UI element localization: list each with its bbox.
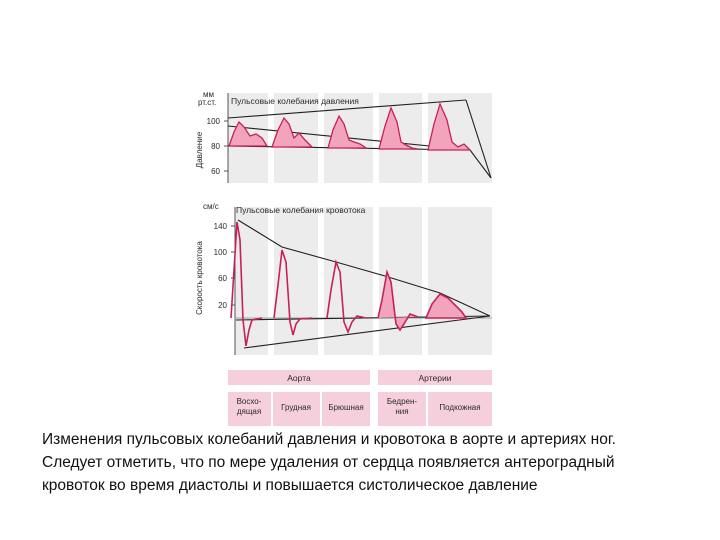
pressure-tick-marks [224,120,228,172]
flow-tick-label-20: 20 [218,301,227,310]
pressure-waveform-abdominal [327,114,369,149]
abdominal-box [322,392,370,426]
pressure-unit-mm: мм [203,90,214,99]
femoral-box [378,392,426,426]
pressure-waveform-subcutaneous [427,102,472,151]
pressure-tick-label-60: 60 [211,167,220,176]
flow-panel-title: Пульсовые колебания кровотока [236,205,366,215]
pressure-panel-title: Пульсовые колебания давления [231,96,359,106]
abdominal-label: Брюшная [328,403,363,412]
aorta-band [228,370,370,385]
flow-panel-stripes [268,207,428,355]
flow-tick-label-140: 140 [214,222,228,231]
ascending-label-line2: дящая [237,407,261,416]
caption-line-3: кровоток во время диастолы и повышается … [42,477,538,494]
pressure-panel: мм рт.ст. Пульсовые колебания давления 1… [195,90,492,183]
subcutaneous-label: Подкожная [439,403,480,412]
arteries-label: Артерии [419,373,452,383]
thoracic-label: Грудная [281,403,311,412]
ascending-box [228,392,271,426]
pressure-unit-mmhg: рт.ст. [198,98,216,107]
pressure-waveform-thoracic [271,116,314,148]
arteries-band [378,370,492,385]
aorta-label: Аорта [287,373,311,383]
subcutaneous-box [428,392,492,426]
pressure-tick-label-80: 80 [211,142,220,151]
flow-axis-label: Скорость кровотока [195,241,204,315]
flow-waveform-abdominal [326,259,367,335]
femoral-label-line2: ния [395,407,408,416]
flow-panel: см/с Пульсовые колебания кровотока 140 1… [195,202,492,355]
flow-waveform-ascending [230,221,263,347]
flow-waveform-femoral [377,269,419,332]
pressure-axis-label: Давление [195,131,204,168]
caption-line-2: Следует отметить, что по мере удаления о… [42,454,615,471]
caption-line-1: Изменения пульсовых колебаний давления и… [42,431,616,448]
flow-waveform-subcutaneous [424,292,468,319]
vessel-label-bands: Аорта Артерии Восхо- дящая Грудная Брюшн… [228,370,492,426]
flow-tick-label-100: 100 [214,248,228,257]
femoral-label-line1: Бедрен- [387,397,418,406]
pressure-waveform-femoral [378,106,419,150]
pressure-panel-background [228,93,492,183]
flow-tick-label-60: 60 [218,274,227,283]
flow-unit: см/с [203,202,219,211]
ascending-label-line1: Восхо- [237,397,262,406]
pressure-tick-label-100: 100 [207,117,221,126]
pressure-panel-stripes [268,93,428,183]
flow-waveform-thoracic [273,249,313,336]
thoracic-box [273,392,320,426]
pressure-waveform-ascending [228,120,269,147]
